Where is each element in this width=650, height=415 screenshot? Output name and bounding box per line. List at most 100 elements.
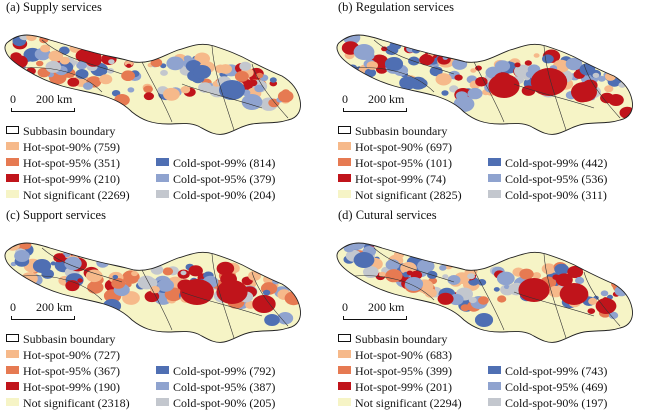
legend-swatch: [338, 142, 351, 150]
basin-outline: [336, 34, 633, 135]
hotspot-patch-cold90: [592, 72, 600, 78]
legend-label: Not significant (2825): [355, 188, 462, 202]
legend-label: Cold-spot-99% (792): [173, 364, 276, 378]
hotspot-patch-hot99: [252, 295, 276, 313]
hotspot-patch-cold99: [441, 90, 449, 96]
hotspot-patch-hot99: [524, 60, 532, 66]
legend-swatch: [338, 398, 351, 406]
legend-label: Hot-spot-95% (399): [355, 364, 452, 378]
hotspot-patch-cold95: [277, 312, 294, 325]
hotspot-patch-hot99: [180, 279, 214, 305]
scale-bar: 0 200 km: [342, 92, 412, 112]
hotspot-patch-cold99: [409, 76, 427, 90]
hotspot-patch-cold90: [160, 69, 168, 76]
hotspot-patch-cold99: [353, 252, 375, 268]
hotspot-patch-cold95: [385, 259, 400, 271]
hotspot-patch-hot99: [216, 261, 235, 276]
hotspot-patch-cold95: [241, 94, 263, 110]
legend-swatch: [338, 158, 351, 166]
subbasin-boundary-line: [251, 271, 289, 327]
subbasin-boundary-line: [21, 275, 103, 301]
hotspot-patch-cold95: [64, 256, 82, 271]
subbasin-boundary-line: [353, 67, 435, 93]
hotspot-patch-hot99: [437, 292, 454, 305]
legend-swatch: [156, 382, 169, 390]
hotspot-patch-hot90: [532, 272, 542, 279]
hotspot-patch-hot95: [111, 278, 126, 289]
map-panel-regulation: (b) Regulation services 0 200 km Subbasin b…: [334, 0, 650, 205]
legend-swatch: [338, 126, 351, 134]
subbasin-boundary-line: [543, 253, 567, 339]
hotspot-patch-cold95: [254, 84, 265, 93]
hotspot-patch-hot95: [150, 58, 163, 68]
hotspot-patch-cold99: [192, 65, 212, 79]
hotspot-patch-hot99: [608, 94, 624, 106]
subbasin-boundary-line: [583, 63, 621, 119]
hotspot-patch-hot95: [385, 269, 403, 283]
subbasin-boundary-line: [583, 271, 621, 327]
legend-swatch: [6, 398, 19, 406]
hotspot-patch-cold95: [565, 57, 583, 71]
map-panel-cultural: (d) Cutural services 0 200 km Subbasin boun…: [334, 208, 650, 413]
legend-label: Hot-spot-90% (697): [355, 140, 452, 154]
legend-swatch: [6, 350, 19, 358]
hotspot-patch-hot90: [163, 87, 180, 101]
subbasin-boundary-line: [181, 291, 263, 317]
hotspot-patch-hot99: [454, 74, 463, 81]
hotspot-map: [4, 34, 301, 135]
hotspot-patch-hot90: [219, 64, 233, 74]
hotspot-patch-hot90: [541, 263, 556, 275]
legend-label: Hot-spot-99% (74): [355, 172, 446, 186]
subbasin-boundary-line: [211, 253, 235, 339]
legend-swatch: [6, 158, 19, 166]
hotspot-patch-hot90: [604, 85, 614, 93]
hotspot-map: [336, 34, 633, 135]
subbasin-boundary-line: [353, 275, 435, 301]
hotspot-patch-cold99: [554, 263, 569, 275]
hotspot-patch-cold95: [343, 244, 355, 253]
hotspot-patch-hot90: [48, 50, 64, 62]
hotspot-patch-cold99: [429, 66, 443, 77]
hotspot-patch-cold95: [447, 275, 461, 285]
hotspot-patch-cold95: [417, 259, 435, 273]
hotspot-patch-hot99: [67, 77, 80, 87]
hotspot-patch-cold90: [106, 68, 115, 74]
hotspot-patch-hot99: [567, 265, 584, 279]
legend-label: Not significant (2318): [23, 396, 130, 410]
legend-swatch: [488, 174, 501, 182]
hotspot-patch-hot90: [5, 243, 21, 251]
hotspot-patch-cold95: [166, 56, 185, 71]
hotspot-patch-cold99: [493, 287, 500, 292]
legend-swatch: [488, 366, 501, 374]
subbasin-boundary-line: [251, 63, 289, 119]
hotspot-patch-hot90: [180, 86, 191, 94]
hotspot-patch-cold95: [404, 277, 424, 291]
hotspot-patch-hot90: [378, 271, 386, 278]
hotspot-patch-cold99: [262, 289, 271, 296]
legend-label: Hot-spot-95% (367): [23, 364, 120, 378]
legend-label: Cold-spot-95% (536): [505, 172, 608, 186]
hotspot-patch-hot90: [470, 68, 477, 73]
legend-label: Cold-spot-95% (387): [173, 380, 276, 394]
scale-distance: 200 km: [36, 92, 73, 106]
legend-label: Hot-spot-90% (727): [23, 348, 120, 362]
hotspot-patch-hot90: [40, 44, 51, 53]
hotspot-patch-cold90: [442, 274, 449, 279]
hotspot-patch-cold99: [102, 299, 122, 313]
scale-line: [343, 316, 407, 320]
hotspot-patch-cold99: [112, 274, 119, 280]
hotspot-patch-cold99: [32, 259, 52, 273]
legend-swatch: [338, 334, 351, 342]
legend-label: Cold-spot-90% (204): [173, 188, 276, 202]
legend-swatch: [6, 174, 19, 182]
hotspot-patch-hot90: [533, 53, 540, 58]
hotspot-patch-cold95: [597, 75, 606, 82]
legend-label: Cold-spot-90% (197): [505, 396, 608, 410]
hotspot-patch-hot95: [36, 60, 44, 67]
legend-swatch: [338, 350, 351, 358]
hotspot-patch-hot99: [419, 54, 434, 66]
hotspot-patch-cold95: [503, 284, 510, 289]
hotspot-patch-hot99: [126, 63, 132, 68]
hotspot-patch-hot90: [59, 56, 70, 65]
subbasin-boundary-line: [513, 291, 595, 317]
